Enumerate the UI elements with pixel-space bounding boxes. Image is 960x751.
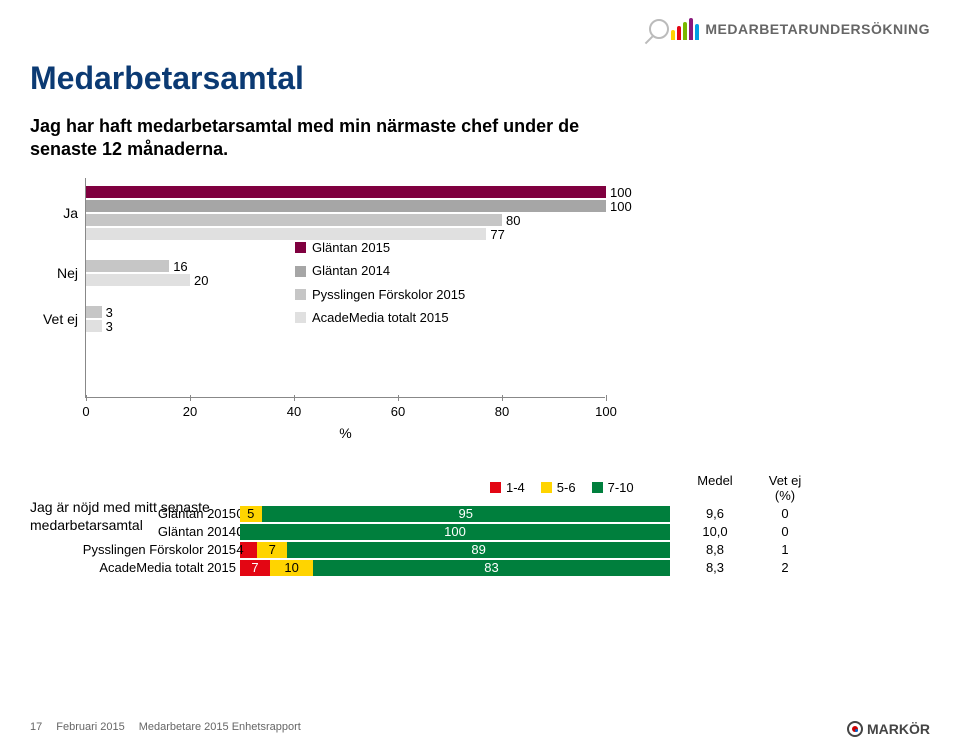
chart1-tick-label: 40 bbox=[287, 404, 301, 419]
chart1: 020406080100%Ja1001008077Nej1620Vet ej33… bbox=[85, 178, 605, 428]
chart1-legend-item: Gläntan 2014 bbox=[295, 259, 465, 282]
footer-logo-text: MARKÖR bbox=[867, 721, 930, 737]
chart1-xlabel: % bbox=[339, 425, 351, 441]
chart2-segment-value: 10 bbox=[270, 560, 313, 576]
chart2-segment-value: 100 bbox=[240, 524, 670, 540]
footer-logo-icon bbox=[847, 721, 863, 737]
magnifier-icon bbox=[649, 19, 669, 39]
chart1-bar bbox=[86, 306, 102, 318]
chart1-tick-label: 20 bbox=[183, 404, 197, 419]
chart1-tick-label: 0 bbox=[82, 404, 89, 419]
chart1-legend: Gläntan 2015Gläntan 2014Pysslingen Försk… bbox=[295, 236, 465, 330]
page-title: Medarbetarsamtal bbox=[30, 60, 930, 97]
chart2-vetej-value: 1 bbox=[760, 542, 810, 558]
chart2-segment-value: 95 bbox=[262, 506, 671, 522]
chart2-segment-value: 83 bbox=[313, 560, 670, 576]
chart2-row-label: Gläntan 2014 bbox=[158, 524, 240, 539]
chart1-bar bbox=[86, 200, 606, 212]
chart2-row: AcadeMedia totalt 2015710838,32 bbox=[240, 560, 670, 576]
legend-label: 1-4 bbox=[506, 480, 525, 495]
chart1-bar bbox=[86, 260, 169, 272]
legend-label: 5-6 bbox=[557, 480, 576, 495]
chart2-segment-value: 7 bbox=[240, 560, 270, 576]
chart2-col-head: Medel bbox=[690, 474, 740, 489]
chart1-bar bbox=[86, 186, 606, 198]
footer: 17 Februari 2015 Medarbetare 2015 Enhets… bbox=[30, 721, 301, 733]
footer-date: Februari 2015 bbox=[56, 721, 125, 733]
chart2-segment-value: 7 bbox=[257, 542, 287, 558]
legend-label: AcadeMedia totalt 2015 bbox=[312, 306, 449, 329]
chart1-value-label: 3 bbox=[106, 319, 113, 334]
chart1-bar bbox=[86, 274, 190, 286]
chart2-medel-value: 8,8 bbox=[690, 542, 740, 558]
chart2-legend-item: 5-6 bbox=[541, 480, 576, 495]
chart1-legend-item: AcadeMedia totalt 2015 bbox=[295, 306, 465, 329]
chart1-value-label: 100 bbox=[610, 199, 632, 214]
chart2-row: Gläntan 20140010010,00 bbox=[240, 524, 670, 540]
chart1-value-label: 80 bbox=[506, 213, 520, 228]
chart1-tick-label: 80 bbox=[495, 404, 509, 419]
logo-bars bbox=[671, 18, 699, 40]
chart2-segment-value: 4 bbox=[232, 542, 248, 558]
chart2-row: Gläntan 201505959,60 bbox=[240, 506, 670, 522]
legend-label: Gläntan 2014 bbox=[312, 259, 390, 282]
chart1-legend-item: Gläntan 2015 bbox=[295, 236, 465, 259]
legend-swatch bbox=[295, 289, 306, 300]
chart1-category-label: Nej bbox=[30, 265, 78, 281]
chart1-value-label: 16 bbox=[173, 259, 187, 274]
chart2: Jag är nöjd med mitt senaste medarbetars… bbox=[30, 480, 930, 534]
legend-swatch bbox=[295, 266, 306, 277]
chart1-value-label: 20 bbox=[194, 273, 208, 288]
chart1-bar bbox=[86, 320, 102, 332]
chart2-row: Pysslingen Förskolor 201547898,81 bbox=[240, 542, 670, 558]
chart2-vetej-value: 0 bbox=[760, 506, 810, 522]
chart1-category-label: Vet ej bbox=[30, 311, 78, 327]
chart1-bar bbox=[86, 214, 502, 226]
legend-swatch bbox=[490, 482, 501, 493]
chart1-tick-label: 60 bbox=[391, 404, 405, 419]
chart2-medel-value: 8,3 bbox=[690, 560, 740, 576]
chart1-value-label: 3 bbox=[106, 305, 113, 320]
footer-page: 17 bbox=[30, 721, 42, 733]
chart1-tick-label: 100 bbox=[595, 404, 617, 419]
header-logo-text: MEDARBETARUNDERSÖKNING bbox=[705, 21, 930, 37]
chart2-medel-value: 10,0 bbox=[690, 524, 740, 540]
chart2-row-label: Gläntan 2015 bbox=[158, 506, 240, 521]
legend-label: Pysslingen Förskolor 2015 bbox=[312, 283, 465, 306]
footer-logo: MARKÖR bbox=[847, 721, 930, 737]
footer-doc: Medarbetare 2015 Enhetsrapport bbox=[139, 721, 301, 733]
chart2-row-label: AcadeMedia totalt 2015 bbox=[99, 560, 240, 575]
header-logo: MEDARBETARUNDERSÖKNING bbox=[649, 18, 930, 40]
legend-swatch bbox=[541, 482, 552, 493]
chart2-col-head: Vet ej (%) bbox=[760, 474, 810, 504]
chart2-row-label: Pysslingen Förskolor 2015 bbox=[83, 542, 240, 557]
chart2-legend-item: 1-4 bbox=[490, 480, 525, 495]
chart1-value-label: 77 bbox=[490, 227, 504, 242]
legend-swatch bbox=[295, 312, 306, 323]
chart2-segment-value: 5 bbox=[240, 506, 262, 522]
legend-swatch bbox=[295, 242, 306, 253]
legend-swatch bbox=[592, 482, 603, 493]
chart1-category-label: Ja bbox=[30, 205, 78, 221]
chart2-vetej-value: 2 bbox=[760, 560, 810, 576]
chart2-segment-value: 89 bbox=[287, 542, 670, 558]
chart2-legend: 1-4 5-6 7-10 bbox=[490, 480, 634, 495]
chart2-legend-item: 7-10 bbox=[592, 480, 634, 495]
chart2-vetej-value: 0 bbox=[760, 524, 810, 540]
chart2-medel-value: 9,6 bbox=[690, 506, 740, 522]
legend-label: 7-10 bbox=[608, 480, 634, 495]
legend-label: Gläntan 2015 bbox=[312, 236, 390, 259]
page-subtitle: Jag har haft medarbetarsamtal med min nä… bbox=[30, 115, 630, 160]
chart1-value-label: 100 bbox=[610, 185, 632, 200]
chart1-legend-item: Pysslingen Förskolor 2015 bbox=[295, 283, 465, 306]
